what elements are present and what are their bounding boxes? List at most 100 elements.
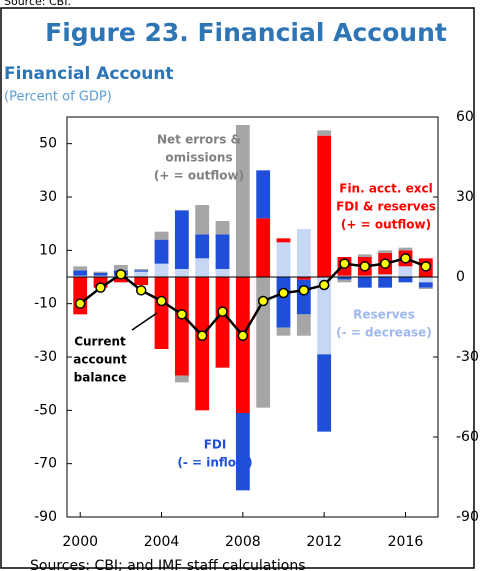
y2-tick-label: -30 [456,349,479,365]
y2-tick-label: -60 [456,429,479,445]
bar [337,279,352,283]
bar [113,277,128,283]
bar [215,221,230,235]
annotation: Fin. acct. excl [339,182,433,196]
annotation: balance [74,371,127,385]
bar [256,218,271,277]
bar [195,205,210,235]
line-marker [217,306,228,317]
x-tick-label: 2000 [62,534,98,550]
bar [195,277,210,411]
line-marker [400,253,411,264]
bar [174,375,189,383]
bar [134,271,149,277]
x-tick-label: 2004 [144,534,180,550]
chart-subtitle: (Percent of GDP) [4,90,112,105]
y-tick-label: -10 [34,296,57,312]
x-tick-label: 2008 [225,534,261,550]
bar [215,277,230,368]
bar [337,275,352,277]
bar [357,277,372,288]
annotation: (- = inflow) [177,456,252,470]
frame [0,7,475,569]
annotation: omissions [165,151,232,165]
bar [134,270,149,272]
bar [134,277,149,285]
bar [113,265,128,271]
bar [195,234,210,259]
bar [174,277,189,376]
annotation: FDI [204,438,227,452]
annotation: Net errors & [157,133,241,147]
bar [93,271,108,273]
bar [276,327,291,336]
bar [235,125,250,277]
annotation: (- = decrease) [336,326,432,340]
y-tick-label: -30 [34,349,57,365]
line-marker [74,298,86,309]
bar [154,231,169,240]
bar [215,269,230,277]
annotation: (+ = outflow) [154,169,244,183]
current-account-line [79,257,427,338]
bar [134,269,149,271]
bar [276,238,291,243]
figure-title: Figure 23. Financial Account [45,18,447,47]
line-marker [237,330,249,341]
bar [317,277,332,355]
line-marker [95,282,106,293]
bar [378,274,393,277]
line-marker [156,295,167,307]
bar [195,258,210,277]
bar [296,279,311,315]
bar [418,277,433,283]
bar [337,277,352,280]
bar [296,229,311,277]
bar [235,277,250,413]
line-marker [359,261,371,272]
bar [317,130,332,136]
x-tick-label: 2016 [388,534,424,550]
annotation: account [73,353,127,367]
bar [215,234,230,269]
y2-tick-label: 30 [456,189,474,205]
line-marker [115,269,127,280]
x-tick-label: 2012 [306,534,342,550]
bar [235,413,250,491]
bar [73,275,88,277]
line-marker [176,309,188,320]
y-tick-label: 10 [39,242,57,258]
bar [296,277,311,280]
bar [357,254,372,257]
y2-tick-label: 60 [456,109,474,125]
y-tick-label: -70 [34,456,57,472]
bar [418,287,433,289]
bar [378,277,393,288]
bar [378,250,393,253]
bar [398,277,413,283]
bar [256,170,271,219]
bar [154,263,169,277]
line-marker [420,261,432,272]
bar [398,247,413,251]
line-marker [318,279,330,291]
chart-title: Financial Account [4,64,174,84]
y-tick-label: 30 [39,189,57,205]
annotation: (+ = outflow) [341,218,431,232]
bar [296,314,311,336]
bar [154,277,169,349]
annotation-arrow [131,312,158,331]
line-marker [379,258,391,269]
annotation: Current [74,335,126,349]
y-tick-label: -50 [34,402,57,418]
annotation: Reserves [353,308,415,322]
line-marker [298,285,310,296]
y-tick-label: -90 [34,509,57,525]
bar [174,210,189,269]
bar [93,275,108,277]
bar [73,266,88,271]
y2-tick-label: 0 [456,269,465,285]
bar [93,273,108,276]
line-marker [135,285,147,296]
